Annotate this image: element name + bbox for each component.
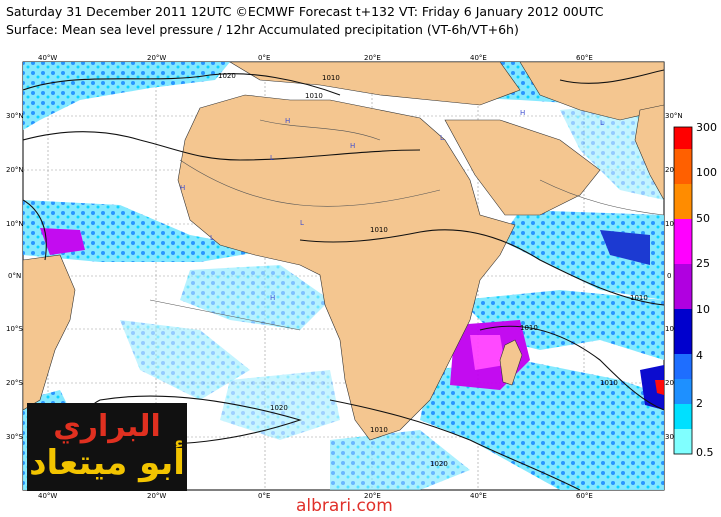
colorbar-label: 300 (696, 121, 717, 134)
colorbar-band (674, 184, 692, 219)
high-marker: H (285, 117, 290, 125)
lon-tick: 40°E (470, 54, 487, 62)
lat-tick: 10°N (6, 220, 24, 228)
watermark-logo: البراري أبو ميتعاد (27, 403, 187, 491)
colorbar-label: 0.5 (696, 446, 714, 459)
colorbar-band (674, 404, 692, 429)
isobar-label: 1010 (305, 92, 323, 100)
lon-tick: 60°E (576, 54, 593, 62)
isobar-label: 1020 (270, 404, 288, 412)
high-marker: H (520, 109, 525, 117)
isobars-thin (149, 119, 664, 331)
low-marker: L (270, 154, 274, 162)
isobar-label: 1010 (370, 426, 388, 434)
lon-tick: 20°E (364, 54, 381, 62)
colorbar-label: 50 (696, 212, 710, 225)
isobar-label: 1010 (370, 226, 388, 234)
lat-tick: 20 (665, 379, 674, 387)
forecast-title: Saturday 31 December 2011 12UTC ©ECMWF F… (6, 4, 604, 19)
high-marker: H (270, 294, 275, 302)
watermark-line2: أبو ميتعاد (29, 443, 185, 483)
colorbar-band (674, 309, 692, 354)
land (23, 62, 664, 441)
lon-tick: 40°E (470, 492, 487, 500)
isobar-label: 1010 (322, 74, 340, 82)
lat-tick: 20°S (6, 379, 23, 387)
lat-tick: 30°S (6, 433, 23, 441)
high-marker: H (180, 184, 185, 192)
colorbar-band (674, 127, 692, 149)
isobar-label: 1020 (218, 72, 236, 80)
lat-tick: 30°N (665, 112, 683, 120)
lat-tick: 30°N (6, 112, 24, 120)
lon-tick: 40°W (38, 492, 58, 500)
lat-tick: 20 (665, 166, 674, 174)
colorbar-band (674, 219, 692, 264)
lon-tick: 40°W (38, 54, 58, 62)
lat-tick: 10 (665, 220, 674, 228)
lat-tick: 10 (665, 325, 674, 333)
low-marker: L (300, 219, 304, 227)
lon-tick: 0°E (258, 492, 271, 500)
colorbar-band (674, 354, 692, 379)
isobar-label: 1010 (630, 294, 648, 302)
isobar-label: 1020 (430, 460, 448, 468)
lat-tick: 0 (667, 272, 672, 280)
colorbar-band (674, 379, 692, 404)
lat-tick: 30 (665, 433, 674, 441)
colorbar-label: 100 (696, 166, 717, 179)
isobar-label: 1010 (520, 324, 538, 332)
forecast-subtitle: Surface: Mean sea level pressure / 12hr … (6, 22, 519, 37)
colorbar-label: 25 (696, 257, 710, 270)
lon-tick: 0°E (258, 54, 271, 62)
colorbar-label: 10 (696, 303, 710, 316)
lon-tick: 20°W (147, 492, 167, 500)
lat-tick: 10°S (6, 325, 23, 333)
lat-tick: 20°N (6, 166, 24, 174)
colorbar-label: 2 (696, 397, 703, 410)
low-marker: L (210, 234, 214, 242)
colorbar-label: 4 (696, 349, 703, 362)
lon-tick: 20°E (364, 492, 381, 500)
lat-tick: 0°N (8, 272, 22, 280)
isobar-label: 1010 (600, 379, 618, 387)
lon-tick: 60°E (576, 492, 593, 500)
colorbar-band (674, 264, 692, 309)
watermark-site: albrari.com (296, 496, 393, 516)
low-marker: L (440, 134, 444, 142)
colorbar-band (674, 429, 692, 454)
low-marker: L (600, 119, 604, 127)
watermark-line1: البراري (53, 409, 161, 444)
precip-colorbar (673, 126, 693, 455)
colorbar-band (674, 149, 692, 184)
high-marker: H (350, 142, 355, 150)
lon-tick: 20°W (147, 54, 167, 62)
